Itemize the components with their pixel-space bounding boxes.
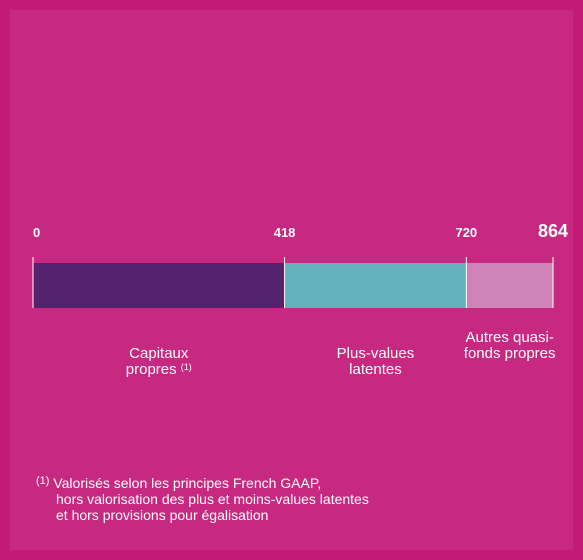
category-text: Autres quasi-fonds propres	[463, 329, 556, 362]
category-text: Capitaux propres	[125, 345, 189, 378]
category-label: Autres quasi-fonds propres	[460, 330, 560, 362]
footnote-marker: (1)	[36, 475, 50, 487]
category-label: Capitaux propres (1)	[119, 346, 199, 378]
x-tick-label: 418	[274, 225, 296, 240]
category-text: Plus-values latentes	[336, 345, 415, 378]
bar-segment	[33, 263, 285, 308]
x-tick-label: 0	[33, 225, 40, 240]
footnote: (1) Valorisés selon les principes French…	[36, 475, 369, 523]
bar-segment	[466, 263, 553, 308]
category-note: (1)	[180, 362, 192, 372]
footnote-line: et hors provisions pour égalisation	[56, 507, 269, 523]
x-tick-label: 864	[538, 221, 568, 241]
bar-segment	[284, 263, 467, 308]
footnote-line: (1) Valorisés selon les principes French…	[36, 475, 369, 491]
footnote-line: hors valorisation des plus et moins-valu…	[56, 491, 369, 507]
footnote-text: Valorisés selon les principes French GAA…	[53, 475, 322, 491]
x-tick-label: 720	[455, 225, 477, 240]
category-label: Plus-values latentes	[325, 346, 425, 378]
